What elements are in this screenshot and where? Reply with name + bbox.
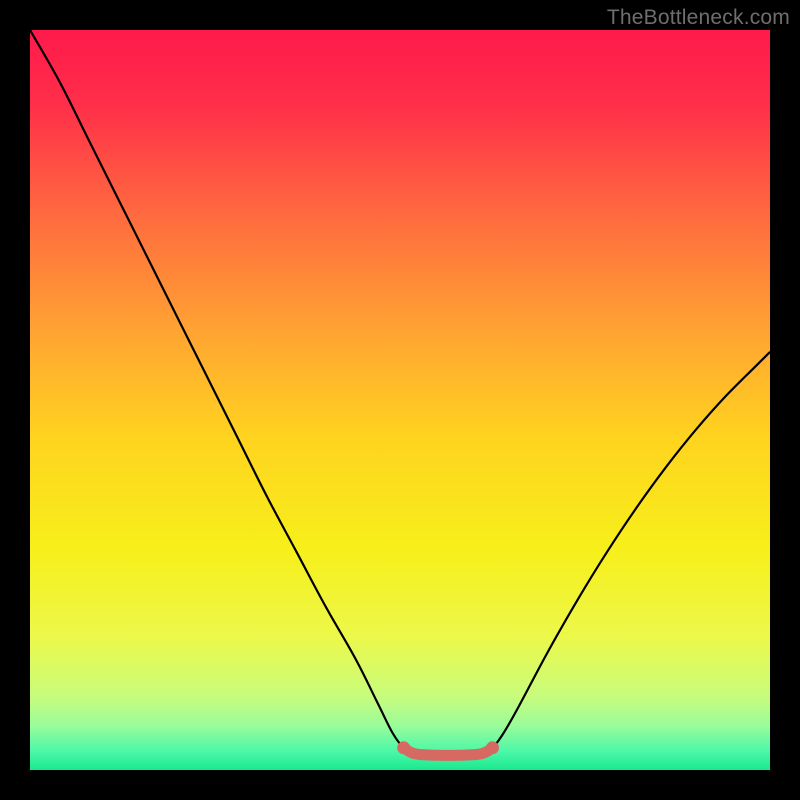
curve-layer [30,30,770,770]
optimal-range-segment [404,748,493,756]
plot-area [30,30,770,770]
optimal-range-marker-left [397,741,410,754]
optimal-range-marker-right [486,741,499,754]
bottleneck-curve [30,30,770,755]
attribution-text: TheBottleneck.com [607,6,790,30]
